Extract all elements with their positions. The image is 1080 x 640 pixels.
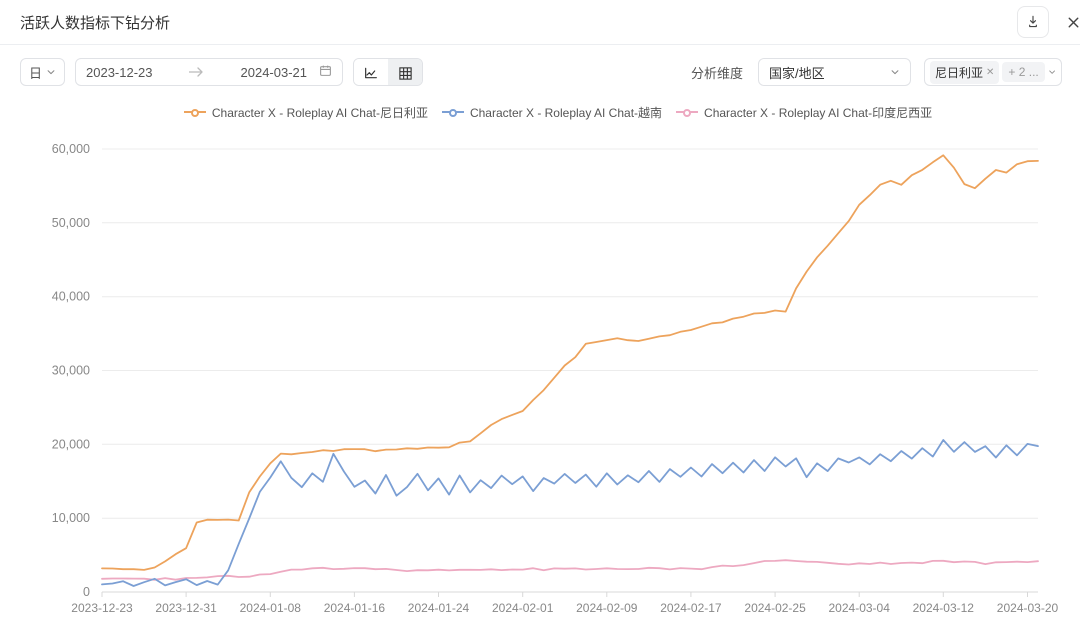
svg-text:2023-12-23: 2023-12-23: [71, 601, 133, 615]
svg-text:2023-12-31: 2023-12-31: [155, 601, 217, 615]
svg-text:2024-02-25: 2024-02-25: [744, 601, 806, 615]
svg-text:2024-03-20: 2024-03-20: [997, 601, 1059, 615]
svg-text:2024-02-17: 2024-02-17: [660, 601, 722, 615]
svg-text:2024-01-24: 2024-01-24: [408, 601, 470, 615]
svg-text:60,000: 60,000: [52, 142, 90, 156]
svg-text:2024-03-04: 2024-03-04: [829, 601, 891, 615]
svg-text:20,000: 20,000: [52, 437, 90, 451]
svg-text:50,000: 50,000: [52, 216, 90, 230]
svg-text:2024-02-09: 2024-02-09: [576, 601, 638, 615]
svg-text:2024-01-08: 2024-01-08: [240, 601, 302, 615]
svg-text:10,000: 10,000: [52, 511, 90, 525]
svg-text:30,000: 30,000: [52, 364, 90, 378]
svg-text:40,000: 40,000: [52, 290, 90, 304]
svg-text:2024-02-01: 2024-02-01: [492, 601, 554, 615]
svg-text:0: 0: [83, 585, 90, 599]
svg-text:2024-01-16: 2024-01-16: [324, 601, 386, 615]
svg-text:2024-03-12: 2024-03-12: [913, 601, 975, 615]
